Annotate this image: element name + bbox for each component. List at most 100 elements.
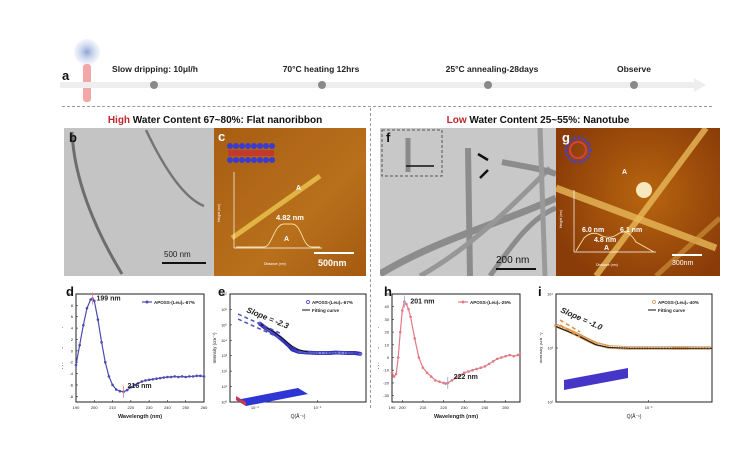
- scale-bar: [496, 268, 536, 270]
- afm-c-overlay: A 4.82 nm A Height (nm) Distance (nm): [217, 143, 322, 266]
- y-tick-label: 10: [69, 292, 74, 297]
- data-point: [401, 309, 404, 312]
- x-tick-label: 190: [73, 405, 80, 410]
- step-label-4: Observe: [616, 64, 652, 74]
- y-tick-label: 6: [71, 314, 74, 319]
- x-tick-label: 190: [389, 405, 396, 410]
- x-tick-label: 250: [502, 405, 509, 410]
- y-tick-label: -10: [383, 368, 390, 373]
- y-tick-label: -20: [383, 380, 390, 385]
- fitting-curve: [259, 323, 308, 353]
- data-point: [202, 375, 206, 378]
- section-title-rest: Water Content 25~55%: Nanotube: [466, 115, 630, 126]
- data-point: [429, 375, 433, 378]
- panel-label-f: f: [386, 130, 391, 145]
- model-body: [564, 368, 628, 390]
- inset-ylabel: Height (nm): [217, 204, 221, 222]
- data-point: [444, 382, 447, 385]
- data-point: [504, 354, 507, 358]
- data-point: [471, 368, 474, 372]
- y-tick-label: 10³: [222, 354, 228, 358]
- chart-e: 10⁰ 10¹ 10² 10³ 10⁴ 10⁵ 10⁶ 10⁷ 10⁻² 10⁻¹ Q(Å⁻¹) In…: [212, 293, 367, 420]
- nanotube: [593, 128, 709, 276]
- y-axis-label: [θ] (10⁻³ deg cm² /dmol): [378, 326, 379, 369]
- panel-label-i: i: [538, 284, 542, 299]
- data-point: [454, 376, 458, 380]
- legend-label: Fitting curve: [312, 308, 339, 313]
- data-point: [155, 377, 158, 380]
- nanotube-model-icon: [564, 136, 592, 164]
- slope-guide: [237, 313, 283, 335]
- nanoribbon-strands: [70, 129, 205, 275]
- x-tick-label: 210: [420, 405, 427, 410]
- peak-annotation: 199 nm: [96, 296, 120, 303]
- y-tick-label: 4: [71, 326, 74, 331]
- timeline-track: [60, 82, 700, 88]
- x-axis-label: Wavelength (nm): [118, 414, 162, 420]
- horizontal-divider: [62, 106, 712, 107]
- data-point: [308, 350, 313, 355]
- panel-label-c: c: [218, 129, 226, 144]
- plot-frame: [229, 293, 367, 403]
- data-point: [129, 385, 133, 389]
- profile-dip: 4.8 nm: [594, 237, 616, 244]
- y-tick-label: 20: [385, 330, 390, 335]
- data-point: [338, 350, 343, 355]
- panel-label-g: g: [562, 130, 570, 145]
- data-point: [467, 370, 470, 373]
- y-tick-label: 10⁶: [221, 308, 227, 312]
- data-point: [305, 350, 310, 355]
- nanotube-strands: [380, 128, 556, 276]
- scale-text: 500 nm: [164, 250, 191, 259]
- y-tick-label: -6: [69, 382, 73, 387]
- scale-text: 500nm: [318, 258, 347, 268]
- data-point: [508, 353, 511, 357]
- nanoribbon: [230, 173, 322, 241]
- y-tick-label: -8: [69, 394, 73, 399]
- x-tick-label: 200: [399, 405, 406, 410]
- data-point: [409, 315, 412, 319]
- nanoribbon-model-icon: [236, 388, 308, 406]
- data-point: [417, 356, 421, 359]
- data-point: [169, 375, 173, 379]
- data-point: [114, 388, 118, 391]
- data-point: [335, 350, 340, 355]
- data-point: [312, 350, 317, 355]
- data-point: [107, 375, 111, 378]
- y-axis-label: [θ] (10⁻³ deg cm² /dmol): [62, 326, 63, 369]
- data-point: [136, 381, 140, 385]
- y-tick-label: 10⁴: [221, 339, 227, 343]
- data-point: [438, 380, 441, 383]
- data-point: [118, 389, 122, 393]
- data-point: [320, 351, 325, 355]
- nanotube-model-icon: [564, 368, 628, 390]
- y-axis-label: Intensity (cm⁻¹): [540, 332, 543, 363]
- legend-label: Fitting curve: [658, 308, 685, 313]
- data-point: [144, 379, 147, 382]
- data-point: [78, 343, 81, 347]
- y-axis-label: Intensity (cm⁻¹): [212, 332, 217, 363]
- afm-image-g: A 6.0 nm 6.1 nm 4.8 nm A Height (nm) Dis…: [556, 128, 720, 276]
- tem-image-b: b 500 nm: [64, 128, 214, 276]
- height-profile: [236, 223, 320, 248]
- scale-bar: [162, 262, 206, 264]
- data-point: [516, 353, 520, 357]
- chart-d: -8 -6 -4 -2 0 2 4 6 8 10 190 200 210 220 230 240 250 260 W…: [62, 292, 208, 421]
- data-point: [341, 350, 346, 355]
- x-tick-label: 210: [109, 405, 116, 410]
- inset-ylabel: Height (nm): [559, 210, 563, 228]
- y-tick-label: 10³: [548, 347, 554, 351]
- section-title-high: High Water Content 67~80%: Flat nanoribb…: [108, 115, 322, 126]
- data-point: [151, 377, 155, 381]
- arrow-icon: [479, 169, 489, 179]
- legend-marker: [145, 300, 149, 304]
- data-point: [111, 383, 114, 387]
- height-profile: [575, 231, 655, 253]
- data-point: [188, 375, 191, 378]
- data-point: [495, 357, 499, 361]
- ribbon-model-icon: [227, 143, 275, 163]
- marker-a: A: [622, 169, 627, 176]
- x-tick-label: 220: [440, 405, 447, 410]
- data-point: [390, 371, 394, 375]
- data-point: [407, 307, 410, 311]
